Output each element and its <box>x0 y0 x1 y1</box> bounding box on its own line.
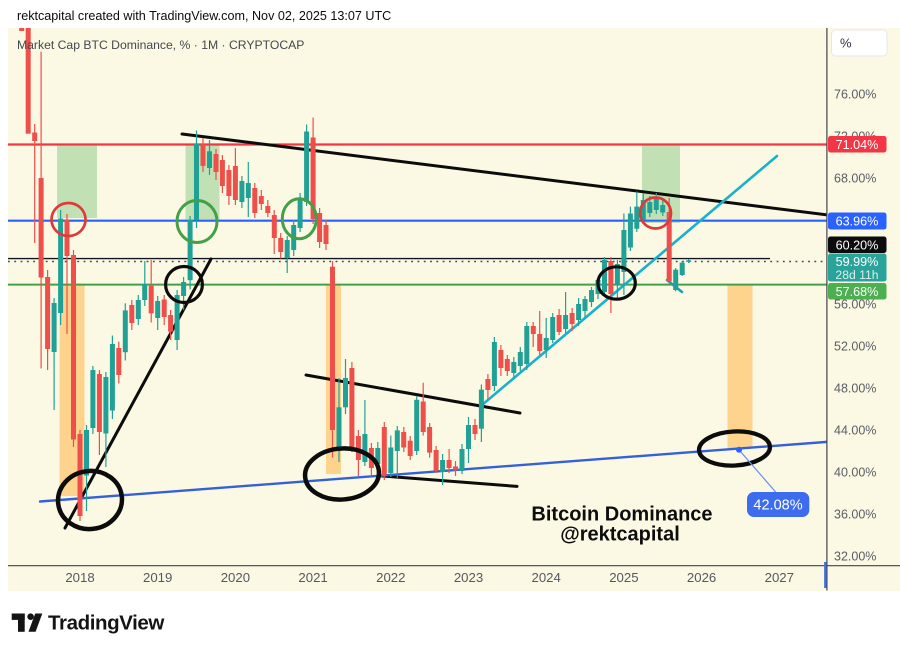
svg-text:@rektcapital: @rektcapital <box>560 524 680 546</box>
svg-text:Market Cap BTC Dominance, % ·: Market Cap BTC Dominance, % · 1M · CRYPT… <box>17 38 304 52</box>
svg-text:2026: 2026 <box>687 570 716 585</box>
svg-text:2021: 2021 <box>298 570 327 585</box>
svg-text:2022: 2022 <box>376 570 405 585</box>
svg-text:2018: 2018 <box>65 570 94 585</box>
svg-text:rektcapital created with Tradi: rektcapital created with TradingView.com… <box>17 9 391 23</box>
svg-text:63.96%: 63.96% <box>836 215 879 229</box>
svg-text:57.68%: 57.68% <box>836 285 879 299</box>
svg-text:71.04%: 71.04% <box>836 138 879 152</box>
svg-text:2024: 2024 <box>532 570 561 585</box>
svg-text:44.00%: 44.00% <box>834 424 876 438</box>
svg-text:48.00%: 48.00% <box>834 382 876 396</box>
svg-text:56.00%: 56.00% <box>834 298 876 312</box>
svg-text:68.00%: 68.00% <box>834 172 876 186</box>
svg-text:40.00%: 40.00% <box>834 466 876 480</box>
svg-text:TradingView: TradingView <box>48 612 164 635</box>
svg-text:36.00%: 36.00% <box>834 508 876 522</box>
svg-text:52.00%: 52.00% <box>834 340 876 354</box>
svg-text:32.00%: 32.00% <box>834 550 876 564</box>
svg-text:Bitcoin Dominance: Bitcoin Dominance <box>531 504 712 526</box>
svg-text:28d 11h: 28d 11h <box>835 268 878 282</box>
svg-text:2027: 2027 <box>765 570 794 585</box>
svg-text:2025: 2025 <box>609 570 638 585</box>
svg-text:60.20%: 60.20% <box>836 238 879 252</box>
svg-text:59.99%: 59.99% <box>836 255 879 269</box>
svg-text:2020: 2020 <box>221 570 250 585</box>
svg-text:76.00%: 76.00% <box>834 88 876 102</box>
svg-text:2019: 2019 <box>143 570 172 585</box>
svg-text:42.08%: 42.08% <box>753 498 802 514</box>
svg-text:%: % <box>840 36 852 51</box>
svg-text:2023: 2023 <box>454 570 483 585</box>
